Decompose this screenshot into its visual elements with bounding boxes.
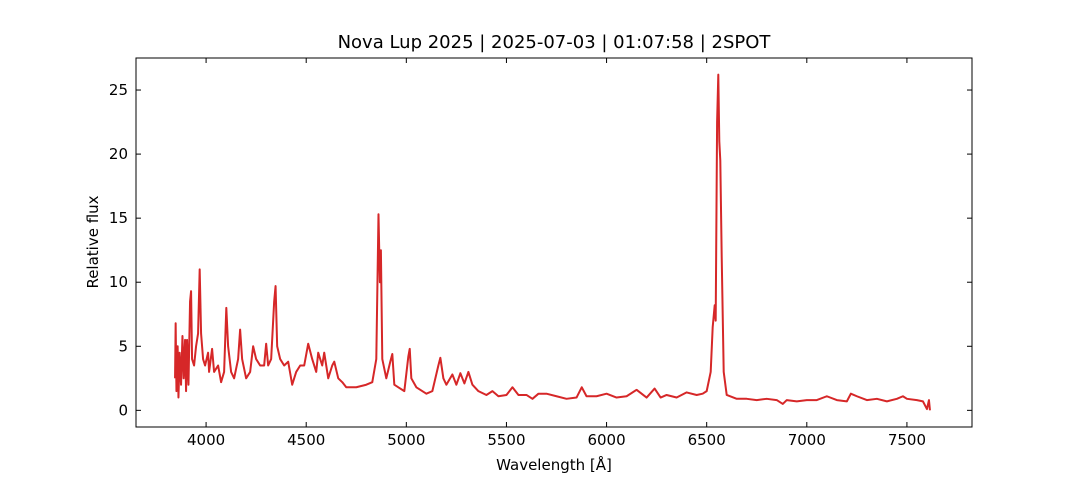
x-tick-label: 7500 [888, 431, 926, 449]
x-tick-label: 6000 [587, 431, 625, 449]
x-tick-label: 4500 [287, 431, 325, 449]
y-tick-label: 5 [118, 337, 128, 355]
y-tick-label: 10 [109, 273, 128, 291]
x-tick-label: 4000 [187, 431, 225, 449]
x-axis-label: Wavelength [Å] [496, 455, 612, 474]
y-tick-label: 0 [118, 401, 128, 419]
x-tick-label: 6500 [688, 431, 726, 449]
chart-title: Nova Lup 2025 | 2025-07-03 | 01:07:58 | … [338, 32, 772, 53]
y-tick-label: 20 [109, 145, 128, 163]
y-tick-label: 15 [109, 209, 128, 227]
plot-frame [135, 57, 973, 428]
x-tick-label: 7000 [788, 431, 826, 449]
x-tick-label: 5000 [387, 431, 425, 449]
y-tick-label: 25 [109, 81, 128, 99]
spectrum-line [174, 73, 931, 411]
x-tick-label: 5500 [487, 431, 525, 449]
y-axis-label: Relative flux [84, 195, 102, 288]
